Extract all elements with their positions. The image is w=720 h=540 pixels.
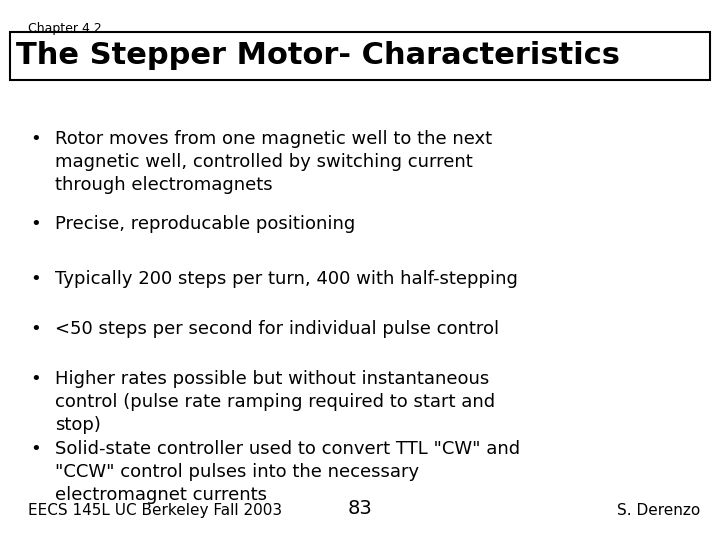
Text: •: • xyxy=(30,370,41,388)
Text: •: • xyxy=(30,130,41,148)
Text: •: • xyxy=(30,320,41,338)
Text: <50 steps per second for individual pulse control: <50 steps per second for individual puls… xyxy=(55,320,499,338)
Text: Higher rates possible but without instantaneous
control (pulse rate ramping requ: Higher rates possible but without instan… xyxy=(55,370,495,434)
Text: EECS 145L UC Berkeley Fall 2003: EECS 145L UC Berkeley Fall 2003 xyxy=(28,503,282,518)
Text: •: • xyxy=(30,270,41,288)
Text: Typically 200 steps per turn, 400 with half-stepping: Typically 200 steps per turn, 400 with h… xyxy=(55,270,518,288)
Text: Chapter 4.2: Chapter 4.2 xyxy=(28,22,102,35)
Text: Rotor moves from one magnetic well to the next
magnetic well, controlled by swit: Rotor moves from one magnetic well to th… xyxy=(55,130,492,194)
Bar xyxy=(10,32,710,80)
Text: Precise, reproducable positioning: Precise, reproducable positioning xyxy=(55,215,355,233)
Text: The Stepper Motor- Characteristics: The Stepper Motor- Characteristics xyxy=(16,42,620,71)
Text: •: • xyxy=(30,440,41,458)
Text: S. Derenzo: S. Derenzo xyxy=(617,503,700,518)
Text: Solid-state controller used to convert TTL "CW" and
"CCW" control pulses into th: Solid-state controller used to convert T… xyxy=(55,440,520,504)
Text: •: • xyxy=(30,215,41,233)
Text: 83: 83 xyxy=(348,499,372,518)
